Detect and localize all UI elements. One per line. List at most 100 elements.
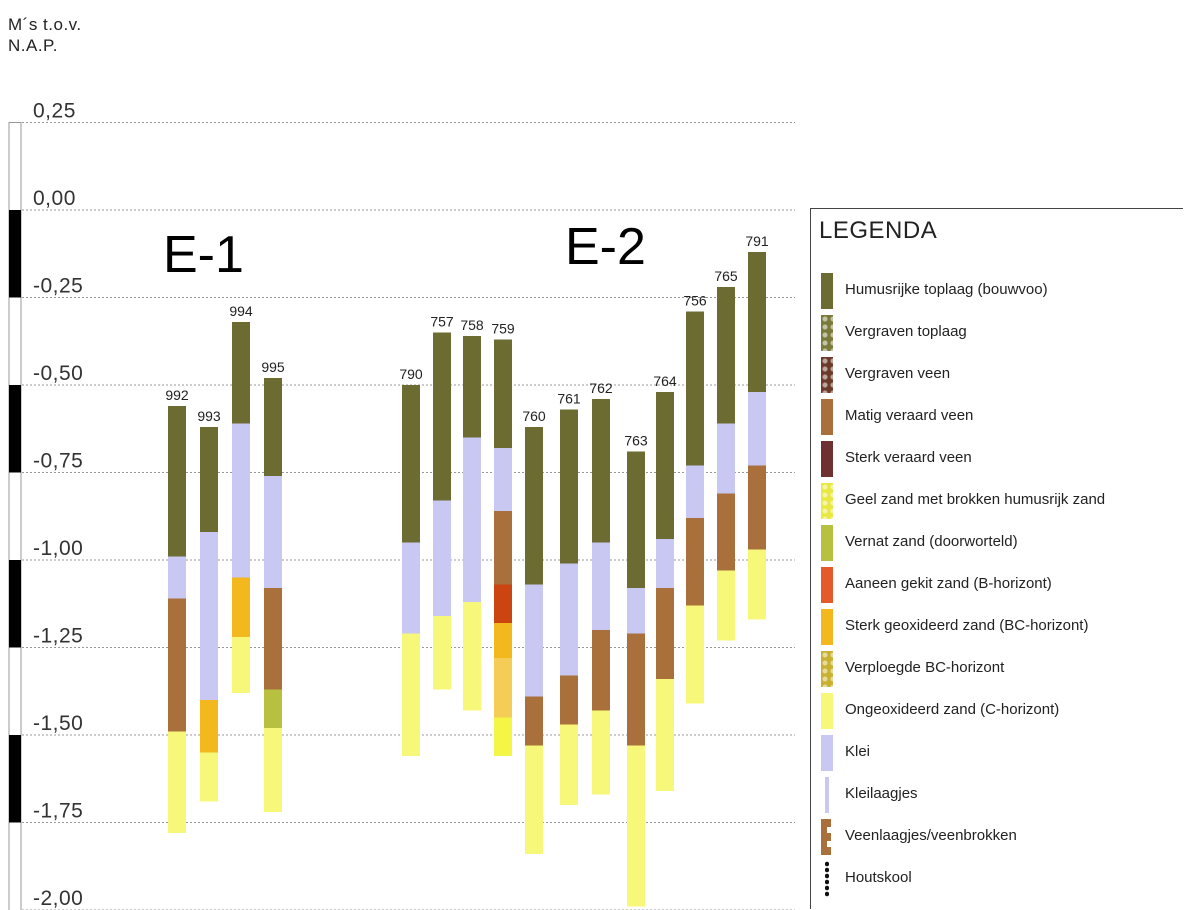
legend-label: Ongeoxideerd zand (C-horizont) — [845, 701, 1060, 718]
core-layer — [748, 252, 766, 392]
axis-unit-line-2: N.A.P. — [8, 36, 58, 55]
legend-swatch — [821, 483, 833, 519]
tick-label: -0,25 — [33, 275, 83, 298]
legend-swatch — [825, 777, 829, 813]
legend-label: Veenlaagjes/veenbrokken — [845, 827, 1017, 844]
legend-label: Verploegde BC-horizont — [845, 659, 1005, 676]
core-layer — [168, 598, 186, 732]
legend-item: Aaneen gekit zand (B-horizont) — [811, 563, 1183, 605]
core-layer — [264, 728, 282, 812]
core-layer — [656, 588, 674, 679]
core-layer — [592, 399, 610, 543]
core-layer — [200, 532, 218, 700]
core-layer — [494, 623, 512, 658]
legend-swatch — [821, 651, 833, 687]
core-id-label: 790 — [399, 366, 423, 382]
core-layer — [264, 476, 282, 588]
core-id-label: 762 — [589, 380, 613, 396]
legend-swatch — [821, 609, 833, 645]
legend-swatch — [821, 357, 833, 393]
axis-bar-segment — [9, 560, 21, 648]
legend-label: Vernat zand (doorworteld) — [845, 533, 1018, 550]
legend-label: Kleilaagjes — [845, 785, 918, 802]
core-layer — [717, 423, 735, 494]
core-id-label: 756 — [683, 293, 707, 309]
axis-bar — [8, 122, 22, 910]
legend-item: Vergraven veen — [811, 353, 1183, 395]
tick-label: 0,00 — [33, 187, 76, 210]
core-layer — [525, 584, 543, 697]
core-layer — [592, 542, 610, 630]
axis-unit-label: M´s t.o.v. N.A.P. — [8, 14, 82, 56]
legend-item: Verploegde BC-horizont — [811, 647, 1183, 689]
core-layer — [748, 465, 766, 550]
core-layer — [494, 511, 512, 585]
legend-swatch — [821, 567, 833, 603]
legend-item: Humusrijke toplaag (bouwvoo) — [811, 269, 1183, 311]
legend-item: Sterk veraard veen — [811, 437, 1183, 479]
legend-label: Sterk geoxideerd zand (BC-horizont) — [845, 617, 1089, 634]
legend-item: Klei — [811, 731, 1183, 773]
core-layer — [402, 633, 420, 756]
core-column: 756 — [683, 293, 707, 704]
core-layer — [463, 336, 481, 438]
core-column: 762 — [589, 380, 613, 795]
legend-item: Ongeoxideerd zand (C-horizont) — [811, 689, 1183, 731]
core-layer — [232, 322, 250, 424]
core-layer — [592, 630, 610, 711]
core-id-label: 764 — [653, 373, 677, 389]
legend-label: Houtskool — [845, 869, 912, 886]
legend-panel: LEGENDA Humusrijke toplaag (bouwvoo) Verg… — [810, 208, 1183, 909]
core-layer — [168, 406, 186, 557]
core-layer — [232, 423, 250, 578]
legend-swatch — [821, 735, 833, 771]
legend-item: Vergraven toplaag — [811, 311, 1183, 353]
axis-bar-segment — [9, 385, 21, 473]
legend-swatch — [821, 525, 833, 561]
tick-label: 0,25 — [33, 100, 76, 123]
core-id-label: 995 — [261, 359, 285, 375]
core-column: 995 — [261, 359, 285, 812]
core-layer — [748, 549, 766, 620]
core-layer — [656, 392, 674, 539]
axis-bar-segment — [9, 735, 21, 823]
tick-label: -1,00 — [33, 537, 83, 560]
core-id-label: 759 — [491, 321, 515, 337]
legend-label: Sterk veraard veen — [845, 449, 972, 466]
tick-label: -1,25 — [33, 625, 83, 648]
legend-item: Geel zand met brokken humusrijk zand — [811, 479, 1183, 521]
legend-label: Aaneen gekit zand (B-horizont) — [845, 575, 1052, 592]
core-layer — [686, 465, 704, 518]
core-layer — [402, 542, 420, 634]
core-layer — [232, 577, 250, 637]
core-layer — [627, 451, 645, 588]
axis-bar-segment — [9, 210, 21, 298]
core-layer — [433, 616, 451, 690]
core-column: 760 — [522, 408, 546, 854]
core-layer — [656, 679, 674, 791]
core-column: 765 — [714, 268, 738, 641]
legend-item: Matig veraard veen — [811, 395, 1183, 437]
core-layer — [264, 588, 282, 690]
core-layer — [560, 563, 578, 676]
legend-swatch — [821, 273, 833, 309]
core-id-label: 757 — [430, 314, 454, 330]
core-column: 764 — [653, 373, 677, 791]
core-layer — [463, 602, 481, 711]
core-layer — [525, 696, 543, 746]
core-column: 761 — [557, 391, 581, 805]
core-layer — [494, 717, 512, 756]
core-layer — [525, 745, 543, 854]
core-layer — [592, 710, 610, 795]
core-layer — [264, 689, 282, 728]
core-layer — [232, 637, 250, 693]
legend-item: Veenlaagjes/veenbrokken — [811, 815, 1183, 857]
core-id-label: 758 — [460, 317, 484, 333]
core-layer — [168, 731, 186, 833]
tick-label: -2,00 — [33, 887, 83, 910]
core-layer — [686, 605, 704, 704]
core-column: 994 — [229, 303, 253, 693]
core-layer — [200, 700, 218, 753]
legend-item: Houtskool — [811, 857, 1183, 899]
core-column: 992 — [165, 387, 189, 833]
